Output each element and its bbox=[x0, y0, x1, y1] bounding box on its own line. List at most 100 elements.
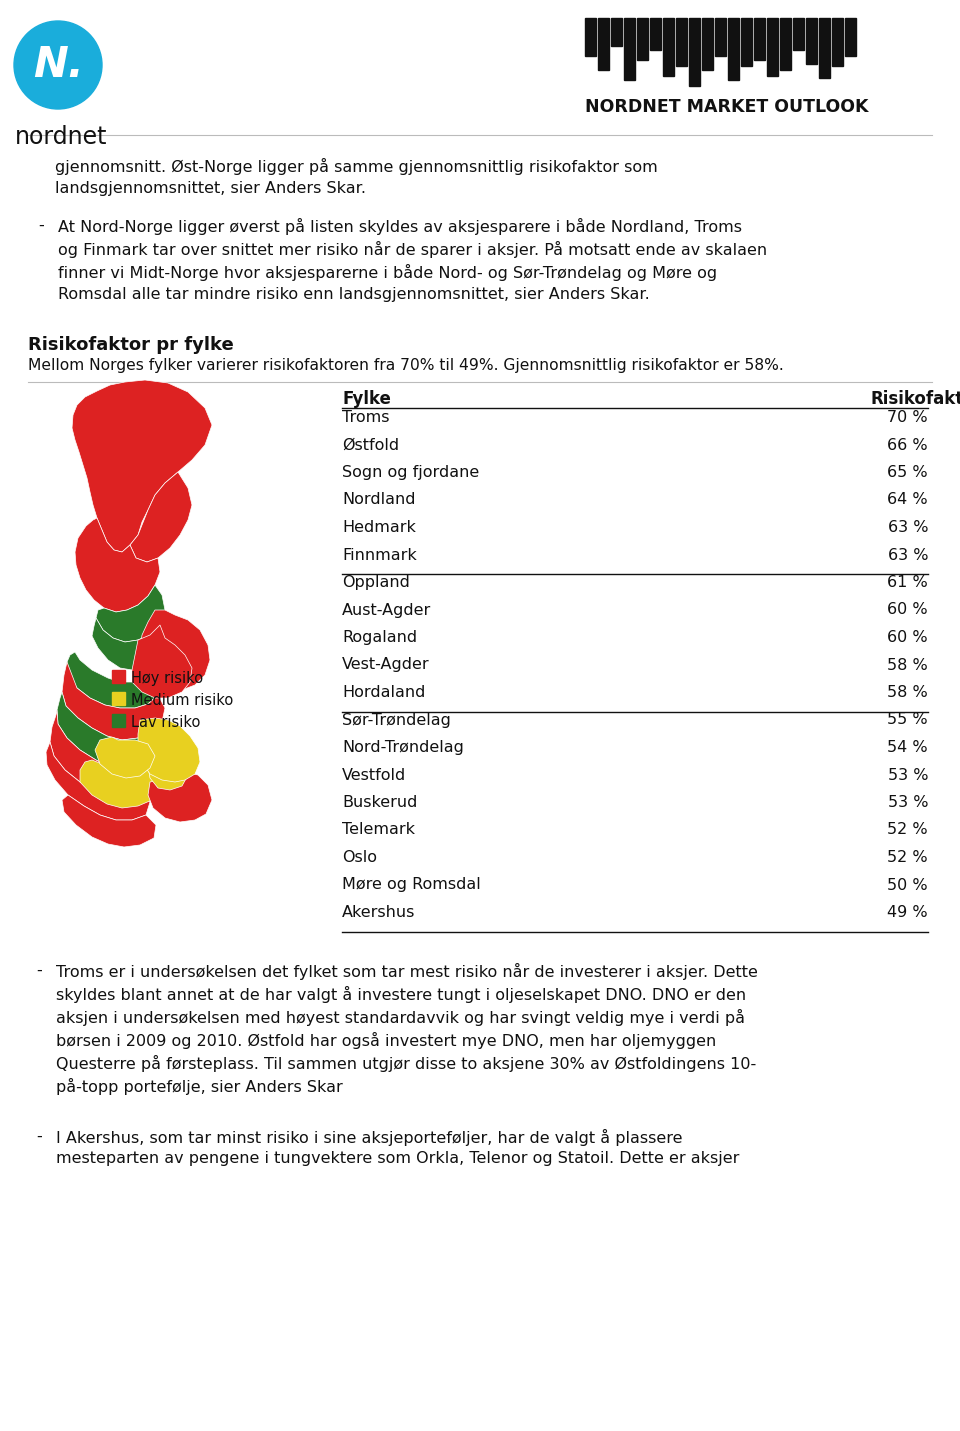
Text: Medium risiko: Medium risiko bbox=[131, 693, 233, 708]
Text: 61 %: 61 % bbox=[887, 575, 928, 590]
Text: Finnmark: Finnmark bbox=[342, 548, 417, 562]
Bar bbox=[112, 693, 125, 705]
Polygon shape bbox=[138, 718, 200, 781]
Text: nordnet: nordnet bbox=[15, 124, 108, 149]
Text: 63 %: 63 % bbox=[887, 548, 928, 562]
Polygon shape bbox=[140, 610, 210, 690]
Text: At Nord-Norge ligger øverst på listen skyldes av aksjesparere i både Nordland, T: At Nord-Norge ligger øverst på listen sk… bbox=[58, 218, 742, 235]
Text: Mellom Norges fylker varierer risikofaktoren fra 70% til 49%. Gjennomsnittlig ri: Mellom Norges fylker varierer risikofakt… bbox=[28, 358, 783, 373]
Text: NORDNET MARKET OUTLOOK: NORDNET MARKET OUTLOOK bbox=[585, 97, 869, 116]
Polygon shape bbox=[62, 663, 165, 740]
Bar bbox=[637, 19, 648, 60]
Text: 52 %: 52 % bbox=[887, 850, 928, 864]
Text: Romsdal alle tar mindre risiko enn landsgjennomsnittet, sier Anders Skar.: Romsdal alle tar mindre risiko enn lands… bbox=[58, 288, 650, 302]
Text: N.: N. bbox=[33, 44, 84, 86]
Text: Møre og Romsdal: Møre og Romsdal bbox=[342, 877, 481, 893]
Bar bbox=[741, 19, 752, 66]
Text: Nord-Trøndelag: Nord-Trøndelag bbox=[342, 740, 464, 756]
Polygon shape bbox=[72, 381, 212, 552]
Text: 49 %: 49 % bbox=[887, 904, 928, 920]
Bar bbox=[728, 19, 739, 80]
Text: -: - bbox=[36, 963, 41, 977]
Text: Risikofaktor pr fylke: Risikofaktor pr fylke bbox=[28, 336, 233, 353]
Text: på-topp portefølje, sier Anders Skar: på-topp portefølje, sier Anders Skar bbox=[56, 1078, 343, 1095]
Bar bbox=[112, 670, 125, 683]
Polygon shape bbox=[148, 771, 212, 821]
Text: -: - bbox=[38, 218, 44, 233]
Text: 52 %: 52 % bbox=[887, 823, 928, 837]
Polygon shape bbox=[132, 625, 192, 698]
Bar bbox=[676, 19, 687, 66]
Text: Hordaland: Hordaland bbox=[342, 685, 425, 700]
Text: 58 %: 58 % bbox=[887, 685, 928, 700]
Bar bbox=[715, 19, 726, 56]
Text: 65 %: 65 % bbox=[887, 465, 928, 479]
Text: I Akershus, som tar minst risiko i sine aksjeporteføljer, har de valgt å plasser: I Akershus, som tar minst risiko i sine … bbox=[56, 1129, 683, 1146]
Text: 60 %: 60 % bbox=[887, 630, 928, 645]
Text: Questerre på førsteplass. Til sammen utgjør disse to aksjene 30% av Østfoldingen: Questerre på førsteplass. Til sammen utg… bbox=[56, 1055, 756, 1072]
Text: Nordland: Nordland bbox=[342, 492, 416, 508]
Text: Fylke: Fylke bbox=[342, 391, 391, 408]
Bar bbox=[689, 19, 700, 86]
Text: 70 %: 70 % bbox=[887, 411, 928, 425]
Polygon shape bbox=[75, 518, 160, 612]
Text: Buskerud: Buskerud bbox=[342, 796, 418, 810]
Polygon shape bbox=[67, 653, 165, 708]
Circle shape bbox=[14, 21, 102, 109]
Text: Akershus: Akershus bbox=[342, 904, 416, 920]
Text: mesteparten av pengene i tungvektere som Orkla, Telenor og Statoil. Dette er aks: mesteparten av pengene i tungvektere som… bbox=[56, 1152, 739, 1166]
Bar bbox=[702, 19, 713, 70]
Polygon shape bbox=[62, 796, 156, 847]
Bar bbox=[112, 714, 125, 727]
Bar bbox=[767, 19, 778, 76]
Polygon shape bbox=[95, 737, 155, 778]
Polygon shape bbox=[46, 743, 150, 820]
Text: Østfold: Østfold bbox=[342, 438, 399, 452]
Bar bbox=[806, 19, 817, 64]
Text: 55 %: 55 % bbox=[887, 713, 928, 727]
Text: Sogn og fjordane: Sogn og fjordane bbox=[342, 465, 479, 479]
Polygon shape bbox=[130, 472, 192, 562]
Text: 53 %: 53 % bbox=[887, 796, 928, 810]
Text: Rogaland: Rogaland bbox=[342, 630, 418, 645]
Text: 54 %: 54 % bbox=[887, 740, 928, 756]
Bar bbox=[663, 19, 674, 76]
Text: Risikofaktor: Risikofaktor bbox=[870, 391, 960, 408]
Polygon shape bbox=[80, 758, 170, 809]
Bar bbox=[845, 19, 856, 56]
Text: 63 %: 63 % bbox=[887, 519, 928, 535]
Polygon shape bbox=[92, 618, 165, 670]
Text: Telemark: Telemark bbox=[342, 823, 415, 837]
Bar bbox=[585, 19, 596, 56]
Text: landsgjennomsnittet, sier Anders Skar.: landsgjennomsnittet, sier Anders Skar. bbox=[55, 180, 366, 196]
Text: Troms: Troms bbox=[342, 411, 390, 425]
Text: Oppland: Oppland bbox=[342, 575, 410, 590]
Text: skyldes blant annet at de har valgt å investere tungt i oljeselskapet DNO. DNO e: skyldes blant annet at de har valgt å in… bbox=[56, 986, 746, 1003]
Text: Sør-Trøndelag: Sør-Trøndelag bbox=[342, 713, 451, 727]
Text: Vestfold: Vestfold bbox=[342, 767, 406, 783]
Bar bbox=[832, 19, 843, 66]
Bar bbox=[780, 19, 791, 70]
Text: 66 %: 66 % bbox=[887, 438, 928, 452]
Bar bbox=[793, 19, 804, 50]
Bar bbox=[624, 19, 635, 80]
Text: 60 %: 60 % bbox=[887, 602, 928, 618]
Polygon shape bbox=[50, 710, 148, 796]
Bar bbox=[650, 19, 661, 50]
Text: og Finmark tar over snittet mer risiko når de sparer i aksjer. På motsatt ende a: og Finmark tar over snittet mer risiko n… bbox=[58, 240, 767, 258]
Text: Lav risiko: Lav risiko bbox=[131, 716, 201, 730]
Polygon shape bbox=[96, 585, 165, 643]
Text: Hedmark: Hedmark bbox=[342, 519, 416, 535]
Text: 50 %: 50 % bbox=[887, 877, 928, 893]
Bar bbox=[611, 19, 622, 46]
Text: 58 %: 58 % bbox=[887, 657, 928, 673]
Text: Vest-Agder: Vest-Agder bbox=[342, 657, 430, 673]
Text: børsen i 2009 og 2010. Østfold har også investert mye DNO, men har oljemyggen: børsen i 2009 og 2010. Østfold har også … bbox=[56, 1032, 716, 1049]
Text: Aust-Agder: Aust-Agder bbox=[342, 602, 431, 618]
Text: 64 %: 64 % bbox=[887, 492, 928, 508]
Text: -: - bbox=[36, 1129, 41, 1143]
Polygon shape bbox=[148, 753, 188, 790]
Bar bbox=[598, 19, 609, 70]
Text: gjennomsnitt. Øst-Norge ligger på samme gjennomsnittlig risikofaktor som: gjennomsnitt. Øst-Norge ligger på samme … bbox=[55, 157, 658, 175]
Text: Oslo: Oslo bbox=[342, 850, 377, 864]
